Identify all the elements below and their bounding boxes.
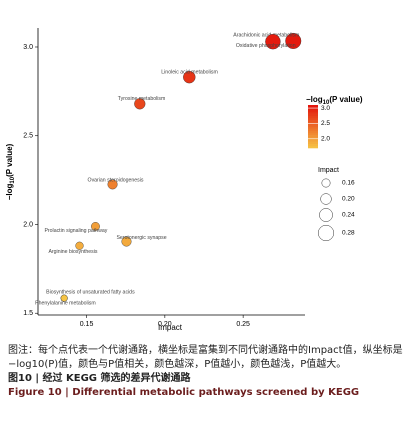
size-legend-label: 0.16 (342, 180, 355, 187)
point (60, 294, 68, 302)
colorbar-segment (308, 128, 318, 132)
size-legend-circle (319, 208, 333, 222)
colorbar-segment (308, 120, 318, 123)
y-tick-label: 1.5 (23, 310, 33, 317)
point-label: Arachidonic acid metabolism (233, 32, 299, 38)
legend-title-part: 10 (323, 100, 330, 106)
colorbar-segment (308, 137, 318, 140)
colorbar-segment (308, 105, 318, 108)
caption-title-cn: 图10 | 经过 KEGG 筛选的差异代谢通路 (8, 373, 191, 384)
legend-title-part: (P value) (329, 95, 363, 104)
point-label: Tyrosine metabolism (118, 96, 166, 102)
point-label: Arginine biosynthesis (48, 249, 97, 255)
point-label: Linoleic acid metabolism (161, 70, 218, 76)
colorbar-segment (308, 113, 318, 117)
y-axis-title-part: 10 (10, 176, 16, 183)
y-axis-title-part: (P value) (5, 143, 14, 177)
point-label: Oxidative phosphorylation (236, 43, 296, 49)
size-legend-circle (321, 178, 331, 188)
colorbar-tick-label: 2.0 (321, 136, 330, 143)
point (91, 222, 100, 231)
colorbar-segment (308, 135, 318, 138)
y-axis-title-part: −log (5, 184, 14, 201)
colorbar-segment (308, 130, 318, 134)
caption-title-en: Figure 10 | Differential metabolic pathw… (8, 387, 360, 398)
size-legend-label: 0.24 (342, 212, 355, 219)
colorbar-segment (308, 111, 318, 114)
x-axis-title: Impact (158, 323, 183, 332)
colorbar-segment (308, 107, 318, 110)
colorbar-segment (308, 145, 318, 149)
point (285, 32, 302, 49)
y-tick-label: 3.0 (23, 44, 33, 51)
caption-note: 图注：每个点代表一个代谢通路，横坐标是富集到不同代谢通路中的Impact值，纵坐… (8, 345, 403, 370)
colorbar-segment (308, 126, 318, 129)
point-label: Phenylalanine metabolism (35, 301, 96, 307)
legend-title-part: −log (306, 95, 323, 104)
point-label: Serotonergic synapse (116, 235, 166, 241)
colorbar-segment (308, 115, 318, 119)
point-label: Biosynthesis of unsaturated fatty acids (46, 290, 135, 296)
size-legend-label: 0.28 (342, 230, 355, 237)
colorbar-segment (308, 143, 318, 147)
chart: Impact −log10(P value) −log10(P value) I… (5, 28, 363, 332)
colorbar-tick-label: 2.5 (321, 120, 330, 127)
point (75, 241, 84, 250)
colorbar-segment (308, 109, 318, 112)
point (107, 179, 118, 190)
colorbar-segment (308, 117, 318, 121)
y-tick-label: 2.5 (23, 133, 33, 140)
point-label: Ovarian steroidogenesis (88, 178, 144, 184)
x-tick-label: 0.20 (158, 321, 172, 328)
caption: 图注：每个点代表一个代谢通路，横坐标是富集到不同代谢通路中的Impact值，纵坐… (8, 344, 403, 400)
colorbar-segment (308, 141, 318, 144)
x-tick-label: 0.25 (236, 321, 250, 328)
point-label: Prolactin signaling pathway (44, 228, 107, 234)
colorbar-segment (308, 124, 318, 127)
point (134, 98, 146, 110)
point (121, 236, 132, 247)
colorbar-tick-label: 3.0 (321, 105, 330, 112)
y-tick-label: 2.0 (23, 221, 33, 228)
size-legend-circle (317, 224, 335, 242)
size-legend-label: 0.20 (342, 196, 355, 203)
y-axis-title: −log10(P value) (5, 143, 15, 200)
size-legend-circle (320, 193, 332, 205)
point (265, 33, 281, 50)
colorbar-segment (308, 132, 318, 136)
colorbar-segment (308, 139, 318, 142)
size-legend-title: Impact (318, 167, 339, 174)
point (183, 70, 196, 84)
color-legend-title: −log10(P value) (306, 95, 363, 105)
x-tick-label: 0.15 (80, 321, 94, 328)
